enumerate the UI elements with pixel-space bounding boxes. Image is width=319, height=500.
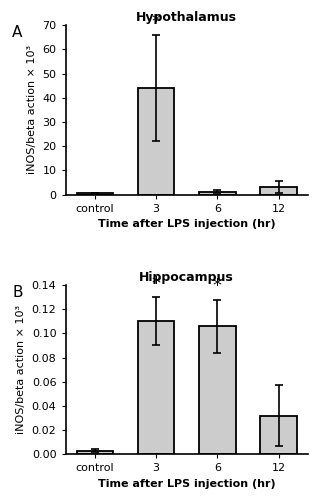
Bar	[77, 450, 113, 454]
Title: Hippocampus: Hippocampus	[139, 271, 234, 284]
Text: *: *	[213, 278, 222, 295]
Bar	[260, 188, 297, 194]
Bar	[199, 192, 236, 194]
Bar	[199, 326, 236, 454]
Text: *: *	[152, 12, 160, 30]
Text: A: A	[12, 26, 23, 40]
Bar	[138, 322, 174, 454]
Text: B: B	[12, 285, 23, 300]
X-axis label: Time after LPS injection (hr): Time after LPS injection (hr)	[98, 219, 276, 229]
Bar	[260, 416, 297, 455]
Y-axis label: iNOS/beta action × 10³: iNOS/beta action × 10³	[16, 305, 26, 434]
Bar	[138, 88, 174, 194]
Y-axis label: iNOS/beta action × 10³: iNOS/beta action × 10³	[27, 46, 37, 174]
Title: Hypothalamus: Hypothalamus	[136, 11, 237, 24]
X-axis label: Time after LPS injection (hr): Time after LPS injection (hr)	[98, 479, 276, 489]
Text: *: *	[152, 275, 160, 293]
